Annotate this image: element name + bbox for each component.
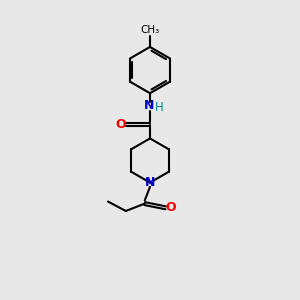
Text: H: H [154,101,163,114]
Text: O: O [165,201,176,214]
Text: O: O [116,118,127,131]
Text: N: N [145,176,155,189]
Text: CH₃: CH₃ [140,26,160,35]
Text: N: N [144,99,154,112]
